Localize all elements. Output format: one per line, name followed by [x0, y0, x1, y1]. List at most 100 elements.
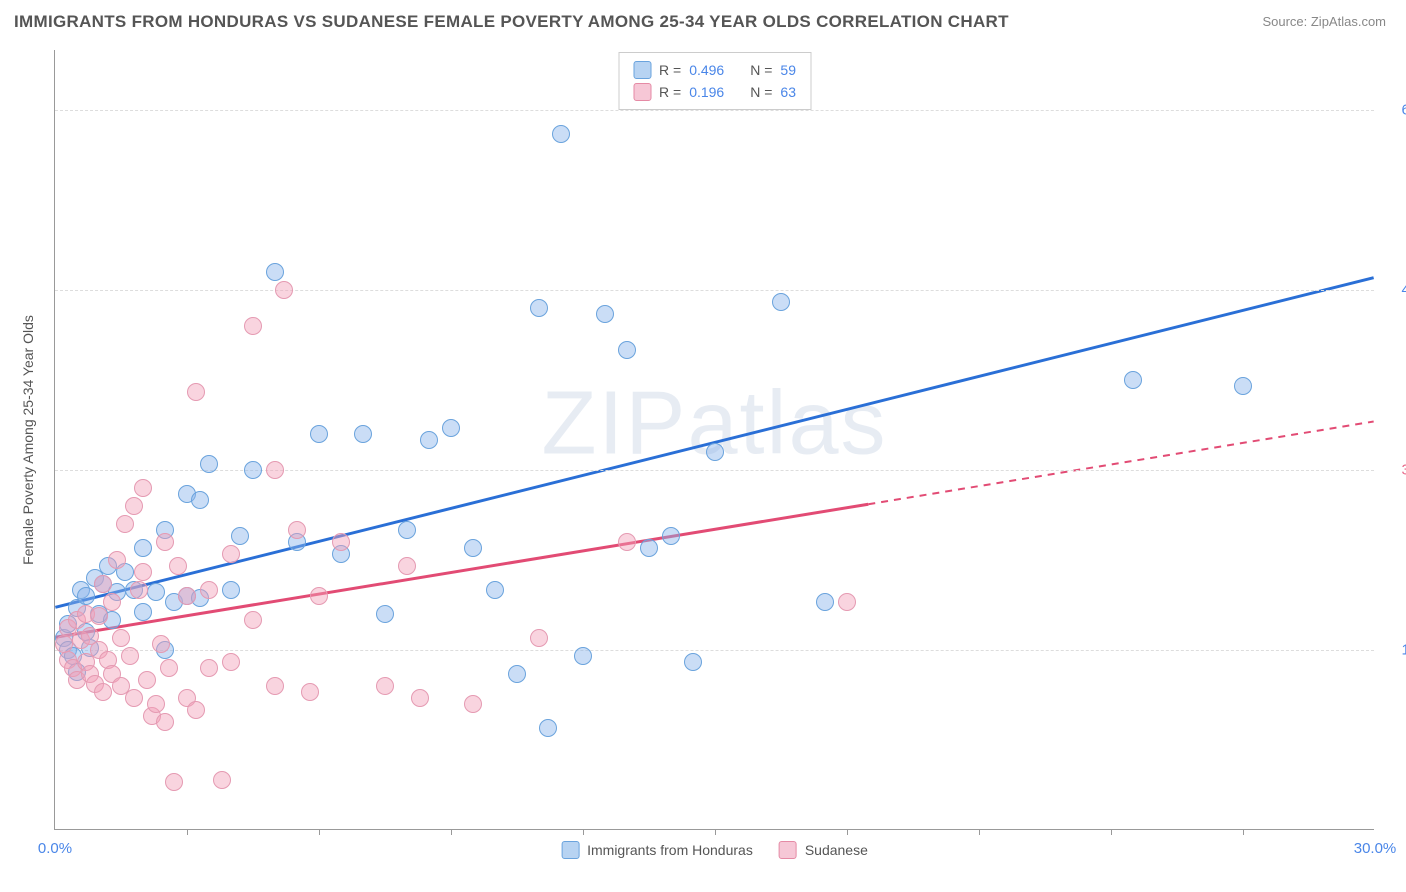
scatter-point [301, 683, 319, 701]
scatter-point [662, 527, 680, 545]
legend-r-label: R = [659, 59, 681, 81]
x-minor-tick [187, 829, 188, 835]
legend-series: Immigrants from Honduras Sudanese [561, 841, 868, 859]
scatter-point [398, 521, 416, 539]
scatter-point [152, 635, 170, 653]
scatter-point [539, 719, 557, 737]
scatter-point [266, 461, 284, 479]
scatter-point [530, 299, 548, 317]
scatter-point [134, 539, 152, 557]
source-attribution: Source: ZipAtlas.com [1262, 14, 1386, 29]
scatter-point [130, 581, 148, 599]
legend-n-label: N = [750, 59, 772, 81]
scatter-point [398, 557, 416, 575]
legend-n-value-1: 63 [780, 81, 796, 103]
legend-row-series-1: R = 0.196 N = 63 [633, 81, 796, 103]
x-minor-tick [847, 829, 848, 835]
scatter-point [275, 281, 293, 299]
scatter-point [187, 701, 205, 719]
scatter-point [200, 581, 218, 599]
scatter-point [684, 653, 702, 671]
scatter-point [103, 593, 121, 611]
scatter-point [596, 305, 614, 323]
scatter-point [116, 515, 134, 533]
legend-swatch-series-0 [633, 61, 651, 79]
scatter-point [508, 665, 526, 683]
trend-lines-layer [55, 50, 1374, 829]
scatter-point [1124, 371, 1142, 389]
scatter-point [266, 677, 284, 695]
legend-correlation: R = 0.496 N = 59 R = 0.196 N = 63 [618, 52, 811, 110]
legend-row-series-0: R = 0.496 N = 59 [633, 59, 796, 81]
y-tick-label: 30.0% [1384, 462, 1406, 479]
scatter-point [165, 773, 183, 791]
scatter-point [147, 695, 165, 713]
scatter-point [94, 683, 112, 701]
y-axis-label: Female Poverty Among 25-34 Year Olds [20, 315, 36, 565]
scatter-point [376, 605, 394, 623]
plot-area: ZIPatlas R = 0.496 N = 59 R = 0.196 N = … [54, 50, 1374, 830]
y-tick-label: 15.0% [1384, 642, 1406, 659]
legend-item-1: Sudanese [779, 841, 868, 859]
scatter-point [1234, 377, 1252, 395]
scatter-point [266, 263, 284, 281]
scatter-point [464, 695, 482, 713]
scatter-point [222, 545, 240, 563]
scatter-point [618, 341, 636, 359]
x-tick-label: 30.0% [1354, 840, 1397, 857]
scatter-point [574, 647, 592, 665]
scatter-point [178, 587, 196, 605]
legend-label-0: Immigrants from Honduras [587, 842, 753, 858]
scatter-point [213, 771, 231, 789]
legend-r-label: R = [659, 81, 681, 103]
scatter-point [125, 497, 143, 515]
scatter-point [138, 671, 156, 689]
scatter-point [376, 677, 394, 695]
legend-item-0: Immigrants from Honduras [561, 841, 753, 859]
x-minor-tick [1243, 829, 1244, 835]
scatter-point [187, 383, 205, 401]
scatter-point [134, 479, 152, 497]
scatter-point [156, 713, 174, 731]
scatter-point [147, 583, 165, 601]
scatter-point [442, 419, 460, 437]
scatter-point [288, 521, 306, 539]
x-minor-tick [715, 829, 716, 835]
scatter-point [77, 587, 95, 605]
scatter-point [464, 539, 482, 557]
legend-r-value-0: 0.496 [689, 59, 724, 81]
scatter-point [486, 581, 504, 599]
scatter-point [156, 533, 174, 551]
x-minor-tick [451, 829, 452, 835]
x-minor-tick [583, 829, 584, 835]
trend-line-extrapolated [868, 422, 1373, 505]
legend-n-value-0: 59 [780, 59, 796, 81]
scatter-point [244, 461, 262, 479]
scatter-point [411, 689, 429, 707]
scatter-point [108, 551, 126, 569]
scatter-point [618, 533, 636, 551]
scatter-point [706, 443, 724, 461]
scatter-point [530, 629, 548, 647]
x-tick-label: 0.0% [38, 840, 72, 857]
gridline [55, 110, 1374, 111]
scatter-point [838, 593, 856, 611]
scatter-point [772, 293, 790, 311]
scatter-point [310, 425, 328, 443]
gridline [55, 290, 1374, 291]
legend-swatch-1 [779, 841, 797, 859]
chart-title: IMMIGRANTS FROM HONDURAS VS SUDANESE FEM… [14, 12, 1009, 32]
legend-label-1: Sudanese [805, 842, 868, 858]
scatter-point [244, 611, 262, 629]
x-minor-tick [979, 829, 980, 835]
scatter-point [169, 557, 187, 575]
gridline [55, 650, 1374, 651]
y-tick-label: 60.0% [1384, 102, 1406, 119]
legend-swatch-series-1 [633, 83, 651, 101]
scatter-point [222, 653, 240, 671]
legend-n-label: N = [750, 81, 772, 103]
scatter-point [816, 593, 834, 611]
scatter-point [94, 575, 112, 593]
x-minor-tick [1111, 829, 1112, 835]
scatter-point [552, 125, 570, 143]
